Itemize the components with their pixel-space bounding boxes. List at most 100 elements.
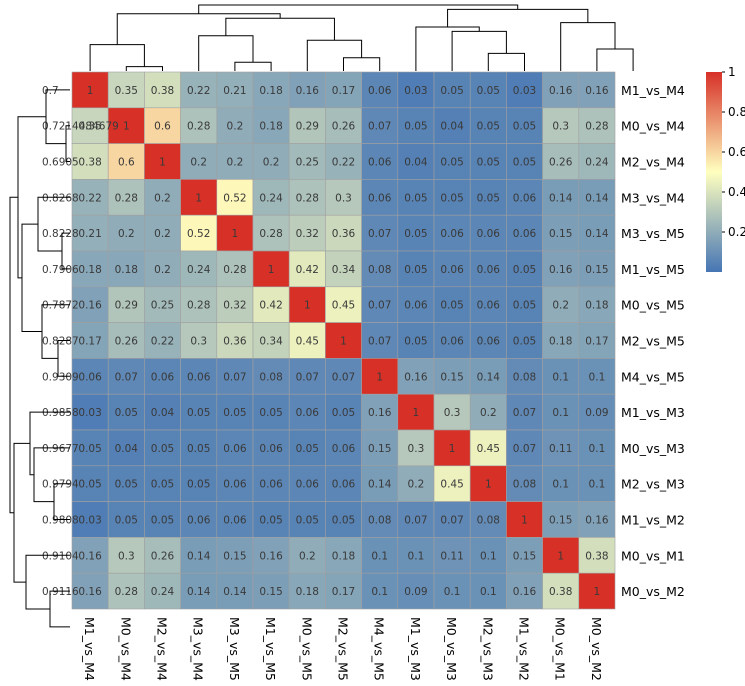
row-label: M3_vs_M4 xyxy=(621,190,685,205)
cell-value-label: 0.3 xyxy=(190,336,207,348)
cell-value-label: 0.08 xyxy=(368,264,391,276)
heatmap-cell xyxy=(433,143,471,180)
dendrogram-branch xyxy=(125,66,163,71)
cell-value-label: 0.16 xyxy=(585,515,609,527)
cell-value-label: 0.26 xyxy=(549,157,573,169)
heatmap-cell xyxy=(288,465,326,502)
column-label: M3_vs_M5 xyxy=(227,617,242,681)
heatmap-cell xyxy=(397,179,435,216)
dendrogram-branch xyxy=(306,39,363,71)
cell-value-label: 0.2 xyxy=(299,550,316,562)
heatmap-cell xyxy=(144,537,181,574)
heatmap-cell xyxy=(71,393,109,431)
cell-value-label: 0.36 xyxy=(223,336,247,348)
cell-value-label: 0.18 xyxy=(296,586,319,598)
cell-value-label: 0.45 xyxy=(440,479,463,491)
cell-value-label: 0.16 xyxy=(368,407,392,419)
heatmap-cell xyxy=(180,107,218,144)
heatmap-cell xyxy=(216,429,254,467)
row-label: M1_vs_M3 xyxy=(621,405,685,420)
cell-value-label: 0.06 xyxy=(440,336,464,348)
cell-value-label: 0.11 xyxy=(549,443,572,455)
cell-value-label: 0.26 xyxy=(115,336,139,348)
cell-value-label: 0.14 xyxy=(223,586,247,598)
cell-value-label: 0.1 xyxy=(552,371,569,383)
row-label: M2_vs_M3 xyxy=(621,477,685,492)
cell-value-label: 0.2 xyxy=(227,121,244,133)
heatmap-cell xyxy=(469,71,507,109)
heatmap-cell xyxy=(397,501,435,538)
heatmap-cell xyxy=(288,358,326,395)
heatmap-cell xyxy=(216,250,254,288)
cell-value-label: 0.15 xyxy=(223,550,246,562)
heatmap-cell xyxy=(325,465,362,502)
column-label: M1_vs_M2 xyxy=(517,617,532,681)
legend-tick-label: 0.8 xyxy=(728,105,745,119)
heatmap-cell xyxy=(542,393,580,431)
cell-value-label: 0.05 xyxy=(151,479,174,491)
heatmap-cell xyxy=(361,322,399,359)
cell-value-label: 0.18 xyxy=(585,300,608,312)
column-label: M0_vs_M3 xyxy=(444,617,459,681)
heatmap-cell xyxy=(542,179,580,216)
cell-value-label: 0.05 xyxy=(223,407,246,419)
heatmap-cell xyxy=(506,501,543,538)
cell-value-label: 0.14 xyxy=(549,192,573,204)
heatmap-cell xyxy=(578,501,616,538)
legend-colorbar xyxy=(706,72,722,272)
heatmap-cell xyxy=(506,214,543,252)
cell-value-label: 0.29 xyxy=(115,300,138,312)
cell-value-label: 0.38 xyxy=(549,586,572,598)
heatmap-cell xyxy=(397,107,435,144)
cell-value-label: 0.28 xyxy=(296,192,319,204)
heatmap-cell xyxy=(469,501,507,538)
cell-value-label: 0.18 xyxy=(259,121,282,133)
cell-value-label: 0.06 xyxy=(404,300,428,312)
cell-value-label: 0.16 xyxy=(78,586,102,598)
heatmap-cell xyxy=(506,179,543,216)
heatmap-cell xyxy=(180,393,218,431)
cell-value-label: 0.2 xyxy=(408,479,425,491)
heatmap-cell xyxy=(578,250,616,288)
heatmap-cell xyxy=(216,572,254,610)
cell-value-label: 0.28 xyxy=(259,228,282,240)
heatmap-cell xyxy=(397,429,435,467)
cell-value-label: 1 xyxy=(159,157,166,169)
cell-value-label: 0.42 xyxy=(296,264,319,276)
row-side-label: 0.7906 xyxy=(42,264,79,276)
cell-value-label: 0.24 xyxy=(151,586,175,598)
cell-value-label: 0.17 xyxy=(585,336,608,348)
cell-value-label: 0.22 xyxy=(78,192,101,204)
heatmap-cell xyxy=(252,71,290,109)
heatmap-cell xyxy=(107,358,145,395)
heatmap-cell xyxy=(506,107,543,144)
row-side-label: 0.9104 xyxy=(42,550,79,562)
legend-tick-label: 0.2 xyxy=(728,225,745,239)
cell-value-label: 0.1 xyxy=(552,407,569,419)
heatmap-cell xyxy=(288,286,326,323)
cell-value-label: 0.05 xyxy=(440,300,463,312)
heatmap-cell xyxy=(288,250,326,288)
heatmap-cell xyxy=(397,572,435,610)
cell-value-label: 1 xyxy=(304,300,311,312)
column-label: M2_vs_M5 xyxy=(336,617,351,681)
heatmap-cell xyxy=(144,143,181,180)
heatmap-cell xyxy=(433,572,471,610)
heatmap-cell xyxy=(71,143,109,180)
cell-value-label: 0.06 xyxy=(187,515,211,527)
heatmap-cell xyxy=(107,322,145,359)
heatmap-cell xyxy=(325,358,362,395)
row-label: M4_vs_M5 xyxy=(621,369,685,384)
heatmap-cell xyxy=(180,286,218,323)
heatmap-cell xyxy=(469,358,507,395)
heatmap-cell xyxy=(325,537,362,574)
cell-value-label: 0.16 xyxy=(259,550,283,562)
cell-value-label: 1 xyxy=(413,407,420,419)
heatmap-cell xyxy=(433,179,471,216)
heatmap-cell xyxy=(252,179,290,216)
cell-value-label: 0.05 xyxy=(477,121,500,133)
heatmap-cell xyxy=(542,501,580,538)
heatmap-cell xyxy=(216,214,254,252)
row-side-label: 0.9858 xyxy=(42,407,79,419)
cell-value-label: 0.34 xyxy=(332,264,356,276)
